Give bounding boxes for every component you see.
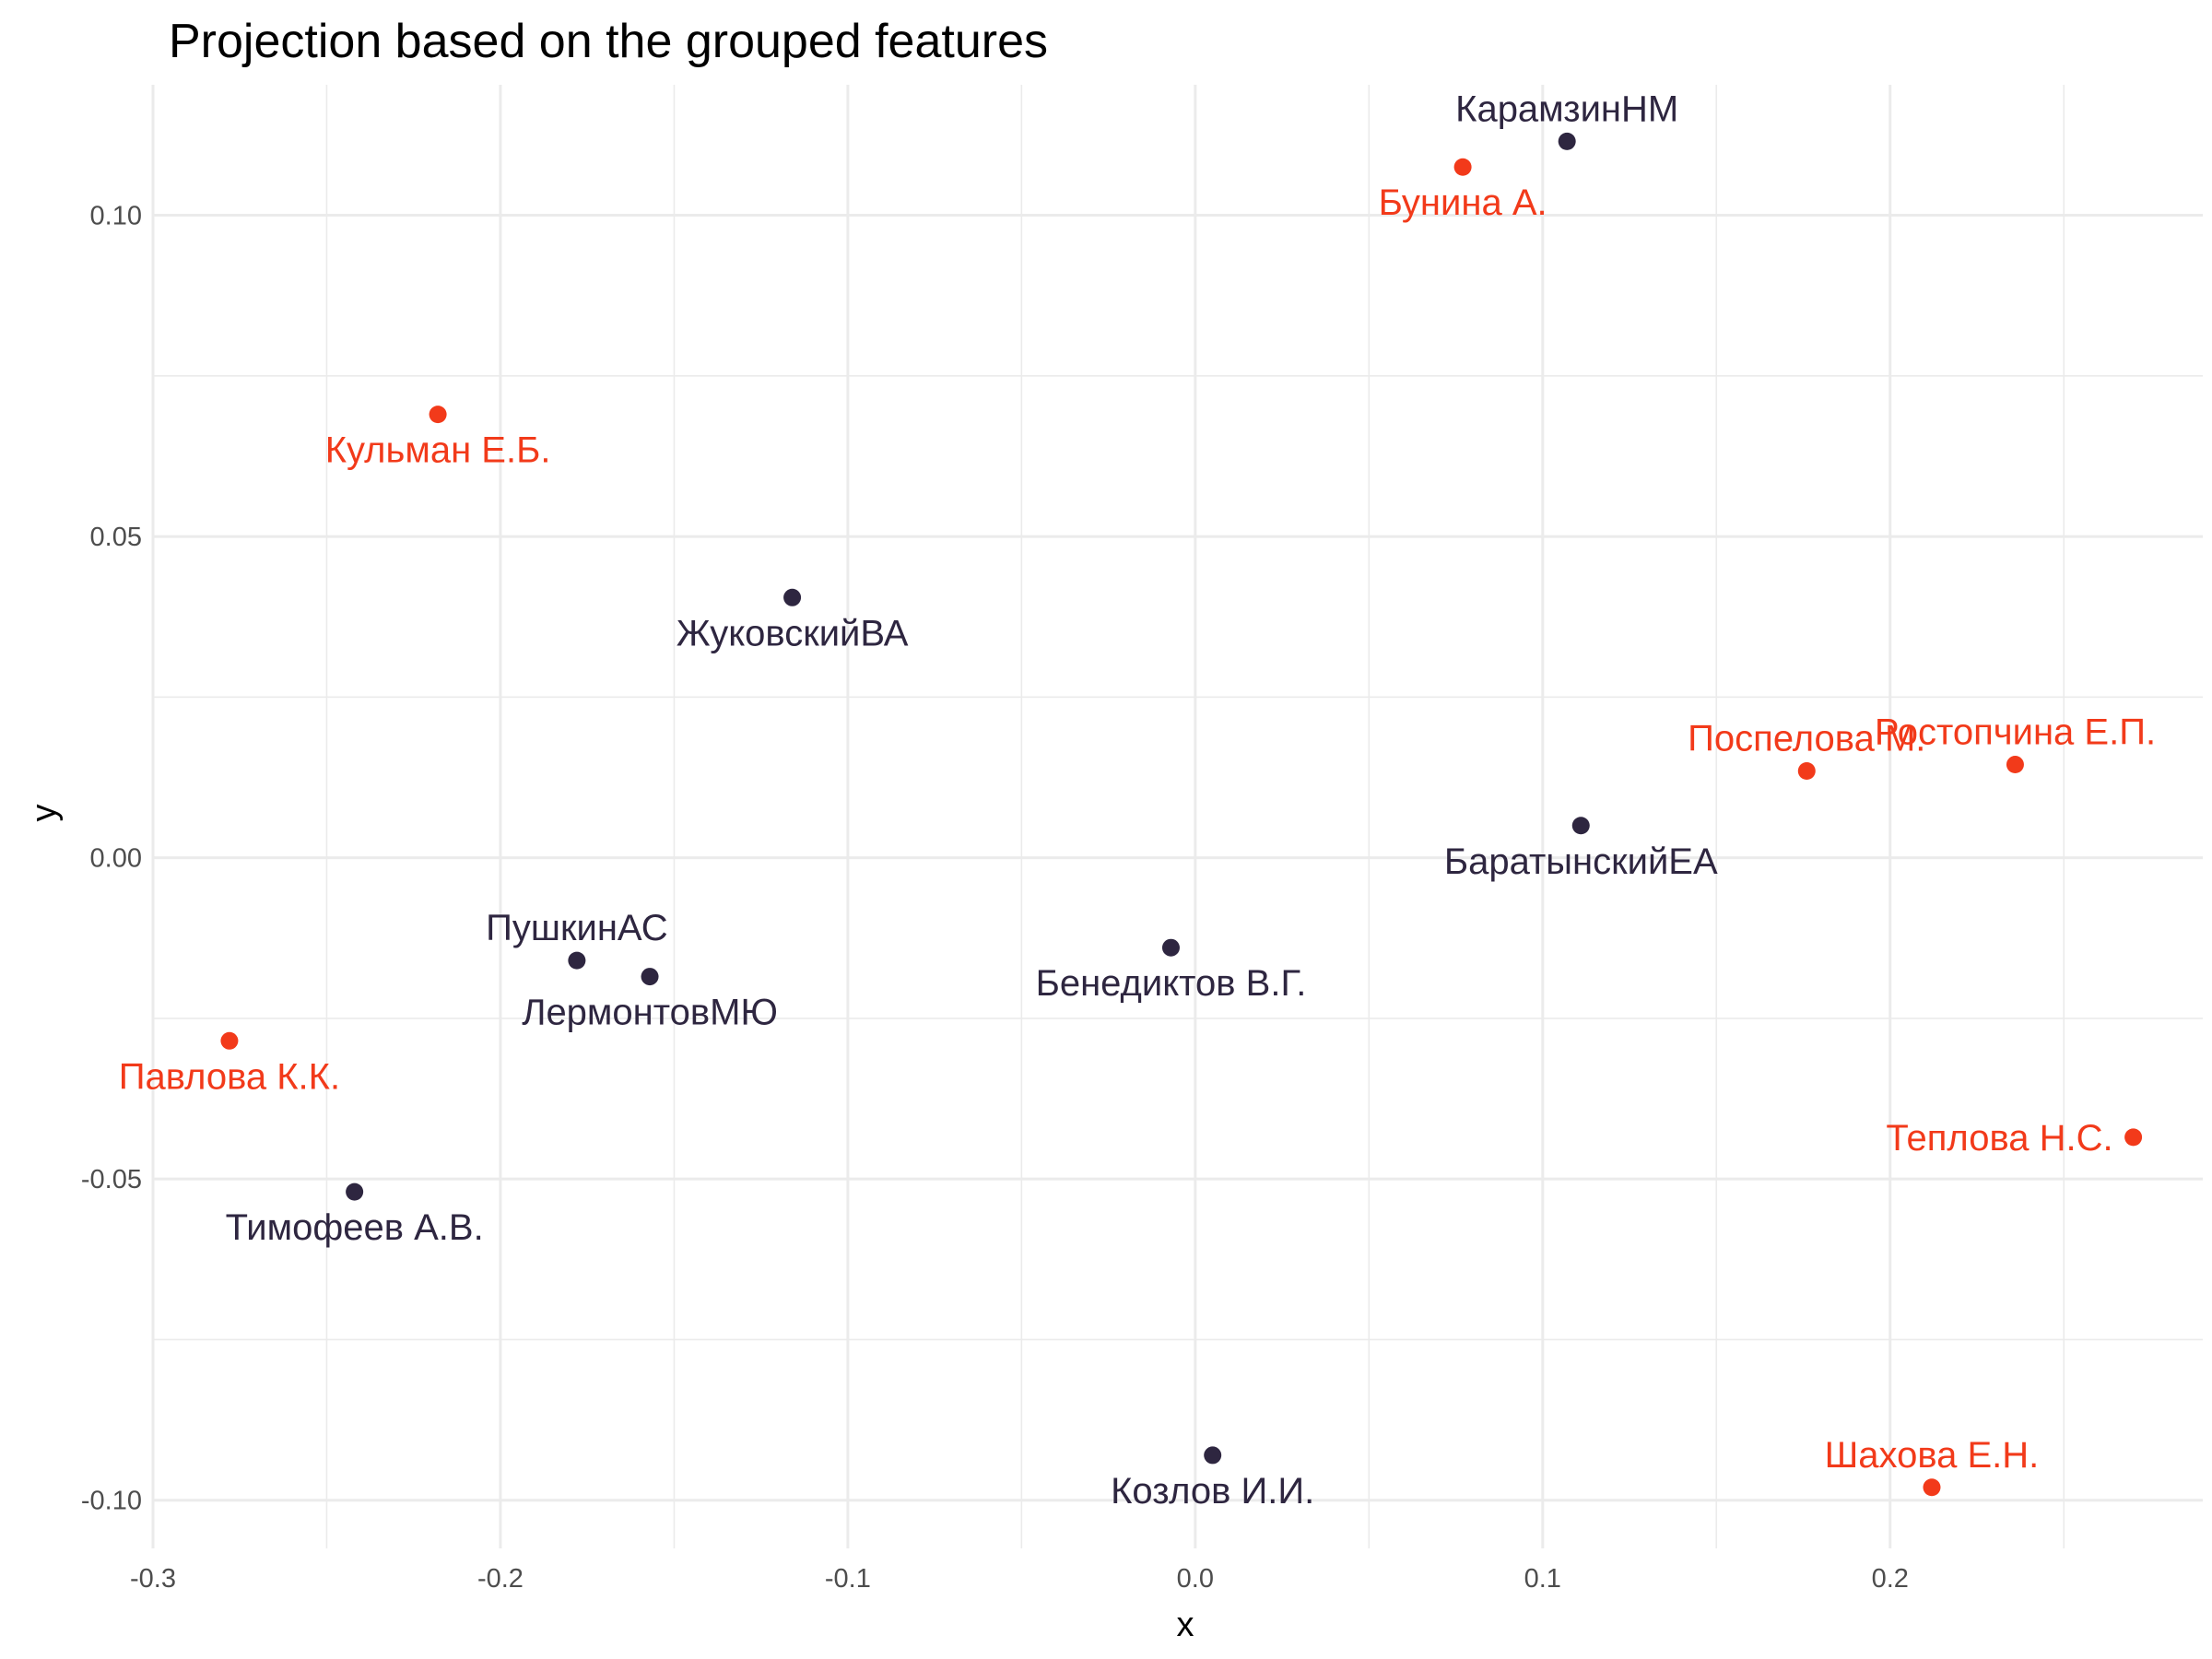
data-point [1558,132,1576,150]
data-point [568,951,586,970]
data-points [220,132,2143,1497]
data-point [346,1182,364,1201]
y-tick-label: 0.05 [90,523,142,552]
point-label: Бенедиктов В.Г. [1036,963,1307,1004]
point-label: ЖуковскийВА [677,613,909,653]
point-label: КарамзинНМ [1455,88,1678,129]
data-point [2124,1128,2143,1147]
point-labels: КарамзинНМ Бунина А. Кульман Е.Б. Жуковский… [119,88,2156,1512]
data-point [783,588,802,606]
point-label: ЛермонтовМЮ [522,993,778,1033]
grid [151,85,2203,1548]
y-tick-label: -0.10 [81,1487,142,1516]
x-tick-label: 0.2 [1872,1564,1909,1594]
x-axis-title: x [1177,1606,1194,1644]
point-label: Кульман Е.Б. [325,430,551,471]
data-point [641,968,659,986]
x-tick-label: 0.1 [1524,1564,1561,1594]
y-tick-label: 0.00 [90,844,142,874]
point-label: Шахова Е.Н. [1825,1435,2040,1476]
x-tick-label: -0.1 [825,1564,871,1594]
data-point [1453,158,1472,176]
point-label: БаратынскийЕА [1444,841,1718,882]
data-point [1797,762,1816,781]
chart-title: Projection based on the grouped features [169,15,1048,68]
point-label: Павлова К.К. [119,1056,340,1097]
y-tick-label: -0.05 [81,1165,142,1194]
point-label: Теплова Н.С. [1886,1118,2112,1159]
y-tick-label: 0.10 [90,202,142,231]
x-tick-label: -0.3 [130,1564,176,1594]
data-point [1204,1446,1222,1465]
data-point [1571,817,1590,835]
y-axis-title: y [25,805,64,822]
point-label: Бунина А. [1379,182,1547,223]
tick-labels: -0.3 -0.2 -0.1 0.0 0.1 0.2 -0.10 -0.05 0.00 0.05 0… [81,202,1909,1594]
data-point [220,1031,239,1050]
data-point [429,406,447,424]
point-label: Ростопчина Е.П. [1875,712,2156,753]
x-tick-label: -0.2 [477,1564,524,1594]
point-label: ПушкинАС [486,908,667,948]
data-point [1161,938,1180,957]
data-point [1923,1478,1941,1497]
x-tick-label: 0.0 [1177,1564,1214,1594]
data-point [2006,756,2024,774]
point-label: Тимофеев А.В. [226,1207,484,1248]
point-label: Поспелова М. [1688,719,1925,759]
point-label: Козлов И.И. [1111,1471,1314,1512]
